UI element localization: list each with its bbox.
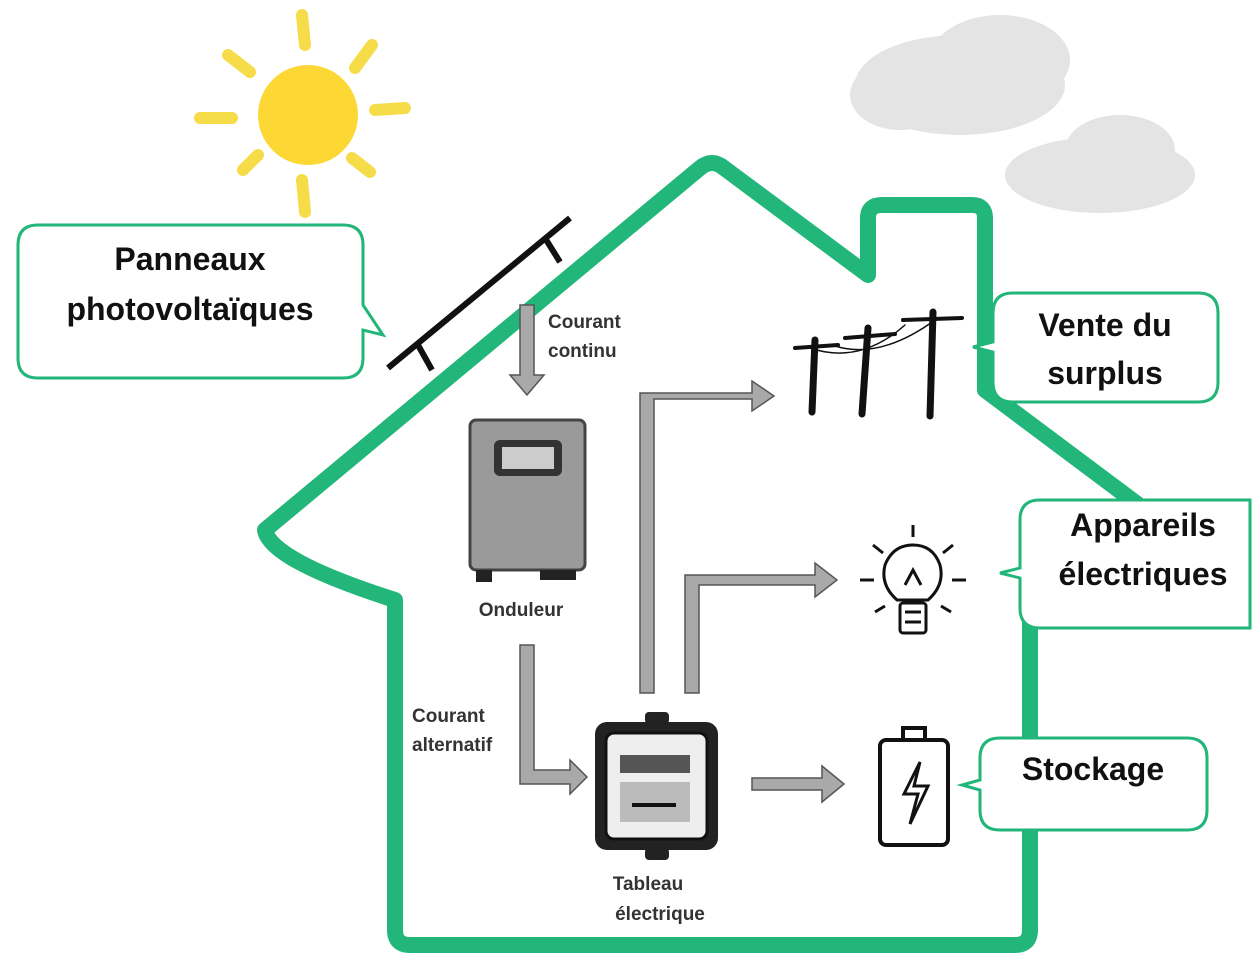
callout-text: Vente du: [1038, 307, 1171, 343]
sun: [200, 15, 405, 212]
flow-label: Courant: [412, 706, 486, 727]
power-poles: [795, 312, 962, 416]
callout-text: surplus: [1047, 355, 1163, 391]
callout-text: Stockage: [1022, 751, 1164, 787]
inverter: [470, 420, 585, 582]
device-label: Tableau: [613, 874, 683, 895]
arrow-ac: [520, 645, 587, 794]
meter: [595, 712, 718, 860]
callout-text: électriques: [1059, 556, 1228, 592]
arrow-storage: [752, 766, 844, 802]
device-label: électrique: [615, 904, 705, 925]
light-bulb: [860, 525, 966, 633]
battery: [880, 728, 948, 845]
callout-text: photovoltaïques: [66, 291, 313, 327]
flow-label: alternatif: [412, 735, 493, 756]
diagram: Panneaux photovoltaïques Vente du surplu…: [0, 0, 1252, 958]
device-label: Onduleur: [479, 600, 564, 621]
clouds: [850, 15, 1195, 213]
flow-label: Courant: [548, 312, 622, 333]
arrow-grid: [640, 381, 774, 693]
callout-text: Appareils: [1070, 507, 1216, 543]
flow-label: continu: [548, 341, 617, 362]
arrow-appliances: [685, 563, 837, 693]
callout-text: Panneaux: [114, 241, 265, 277]
